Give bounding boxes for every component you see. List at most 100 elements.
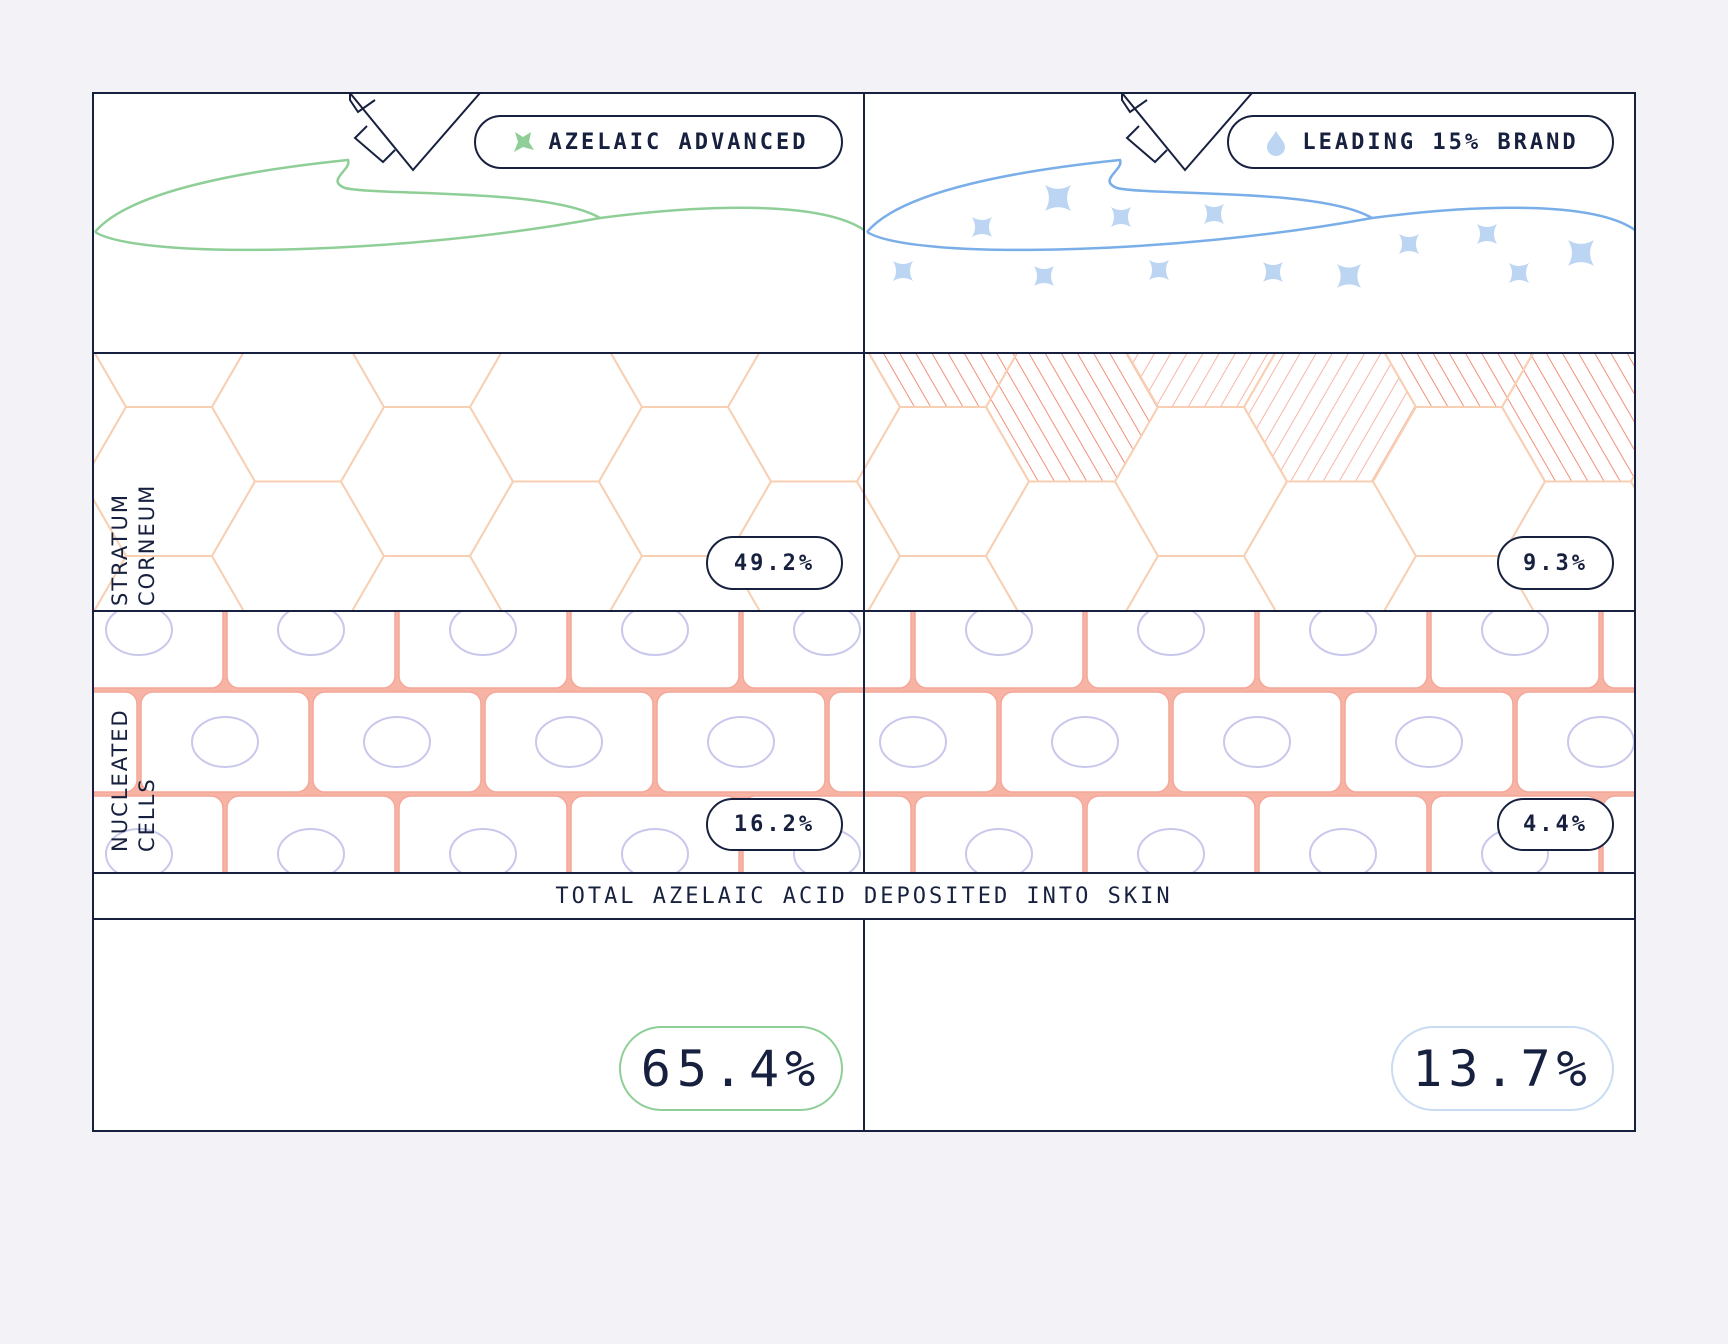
product-pill: LEADING 15% BRAND: [1227, 115, 1614, 169]
decor: [1172, 691, 1342, 793]
decor: [0, 572, 51, 688]
decor: [93, 691, 138, 793]
product-name: AZELAIC ADVANCED: [548, 129, 809, 155]
decor: [621, 828, 689, 873]
decor: [398, 795, 568, 873]
icon: [513, 132, 534, 152]
decor: [1149, 260, 1169, 280]
decor: [867, 554, 1019, 611]
decor: [449, 611, 517, 656]
applicator-left: [94, 93, 864, 252]
decor: [20, 717, 86, 767]
total-label: TOTAL AZELAIC ACID DEPOSITED INTO SKIN: [555, 883, 1173, 909]
decor: [965, 611, 1033, 656]
decor: [1263, 262, 1283, 282]
decor: [1629, 472, 1635, 491]
decor: [312, 691, 482, 793]
decor: [226, 611, 396, 689]
decor: [1111, 207, 1131, 227]
product-name: LEADING 15% BRAND: [1302, 129, 1579, 155]
decor: [1516, 691, 1635, 793]
decor: [1051, 716, 1119, 768]
decor: [1481, 611, 1549, 656]
decor: [1631, 556, 1728, 705]
decor: [893, 261, 913, 281]
decor: [1509, 263, 1529, 283]
decor: [972, 217, 992, 237]
decor: [226, 795, 396, 873]
decor: [1337, 264, 1361, 288]
decor: [570, 795, 740, 873]
decor: [1654, 605, 1720, 655]
decor: [1045, 185, 1071, 211]
applicator-right: [866, 93, 1635, 288]
icon: [1267, 131, 1286, 156]
decor: [277, 828, 345, 873]
decor: [914, 611, 1084, 689]
decor: [656, 691, 826, 793]
decor: [1689, 692, 1728, 792]
decor: [1631, 258, 1728, 407]
decor: [93, 554, 245, 611]
decor: [398, 611, 568, 689]
decor: [140, 691, 310, 793]
decor: [1034, 266, 1054, 286]
decor: [742, 611, 912, 689]
value-pill: 4.4%: [1497, 798, 1614, 851]
decor: [828, 691, 998, 793]
decor: [621, 611, 689, 656]
decor: [1086, 611, 1256, 689]
decor: [793, 611, 861, 656]
decor: [879, 716, 947, 768]
decor: [1137, 611, 1205, 656]
decor: [965, 828, 1033, 873]
decor: [1086, 795, 1256, 873]
decor: [1631, 854, 1728, 1003]
decor: [1309, 611, 1377, 656]
decor: [1223, 716, 1291, 768]
decor: [1258, 795, 1428, 873]
total-pill: 65.4%: [619, 1026, 843, 1111]
decor: [351, 554, 503, 611]
layer-label: STRATUM CORNEUM: [108, 483, 159, 606]
value-pill: 9.3%: [1497, 536, 1614, 590]
decor: [1631, 705, 1728, 854]
decor: [1395, 716, 1463, 768]
decor: [191, 716, 259, 768]
decor: [1000, 691, 1170, 793]
grid-lines: [92, 92, 1636, 1132]
decor: [1602, 611, 1635, 689]
decor: [1477, 224, 1497, 244]
decor: [1137, 828, 1205, 873]
total-pill: 13.7%: [1391, 1026, 1614, 1111]
cell-pattern: [0, 572, 1728, 912]
decor: [1430, 611, 1600, 689]
value-pill: 49.2%: [706, 536, 843, 590]
decor: [484, 691, 654, 793]
decor: [914, 795, 1084, 873]
decor: [1204, 204, 1224, 224]
decor: [1383, 554, 1535, 611]
decor: [277, 611, 345, 656]
decor: [1344, 691, 1514, 793]
decor: [363, 716, 431, 768]
decor: [0, 796, 51, 912]
decor: [105, 611, 173, 656]
decor: [535, 716, 603, 768]
decor: [1654, 829, 1720, 879]
decor: [707, 716, 775, 768]
decor: [1568, 240, 1594, 266]
layer-label: NUCLEATED CELLS: [108, 708, 159, 852]
hex-pattern: [93, 258, 1728, 1003]
decor: [449, 828, 517, 873]
decor: [1125, 554, 1277, 611]
decor: [570, 611, 740, 689]
value-pill: 16.2%: [706, 798, 843, 851]
decor: [1309, 828, 1377, 873]
decor: [1399, 234, 1419, 254]
decor: [1258, 611, 1428, 689]
decor: [105, 828, 173, 873]
product-pill: AZELAIC ADVANCED: [474, 115, 843, 169]
